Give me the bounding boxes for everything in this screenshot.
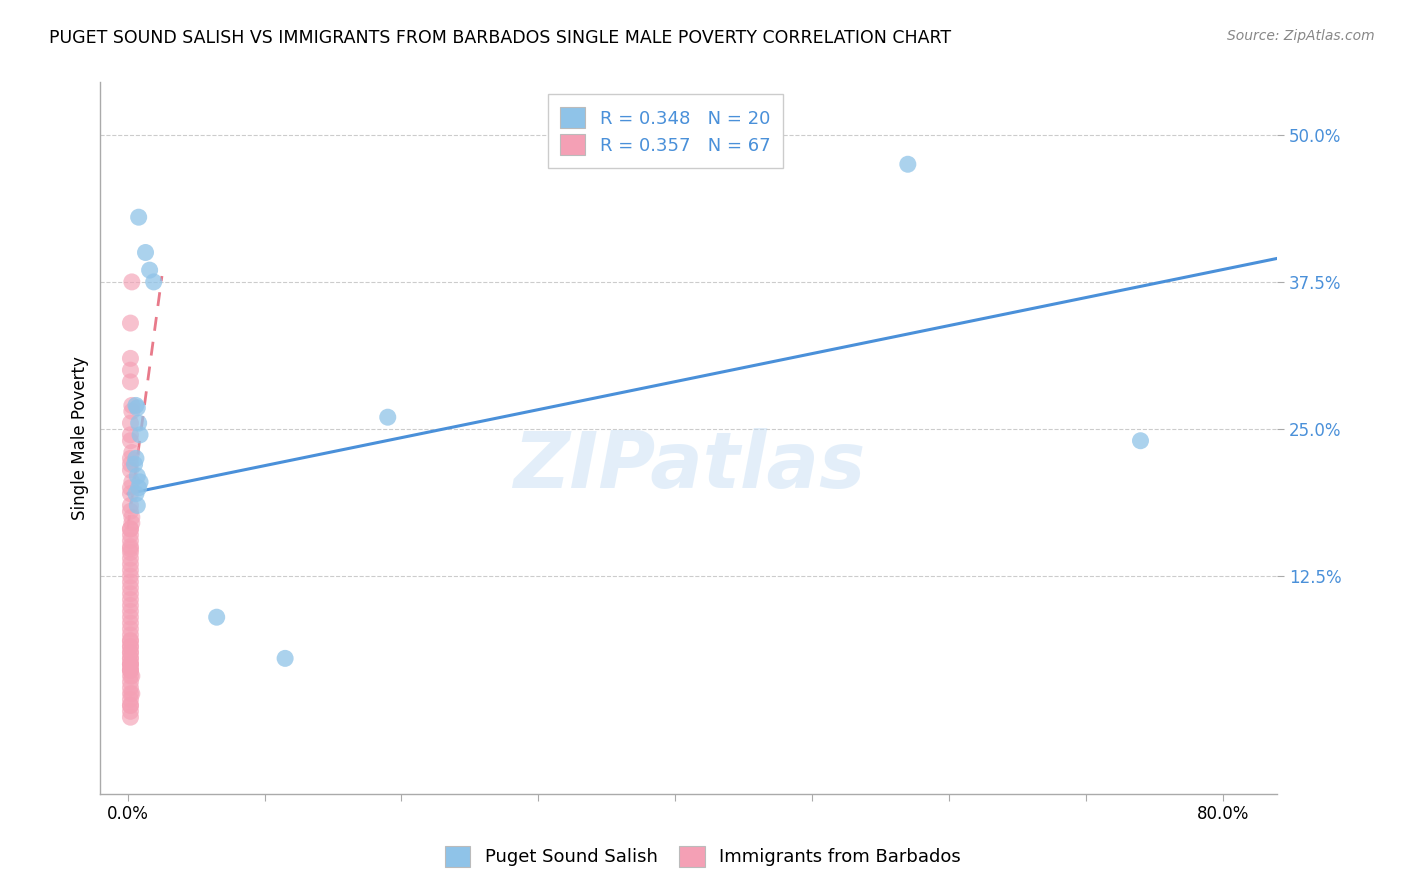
Point (129, 427, 152, 442)
Point (120, 499, 142, 513)
Point (120, 574, 142, 589)
Point (120, 533, 142, 548)
Point (127, 469, 149, 483)
Point (127, 499, 149, 513)
Text: PUGET SOUND SALISH VS IMMIGRANTS FROM BARBADOS SINGLE MALE POVERTY CORRELATION C: PUGET SOUND SALISH VS IMMIGRANTS FROM BA… (49, 29, 952, 46)
Point (1129, 434, 1152, 448)
Point (120, 522, 142, 536)
Text: Source: ZipAtlas.com: Source: ZipAtlas.com (1227, 29, 1375, 43)
Point (120, 657, 142, 672)
Point (124, 457, 146, 471)
Point (121, 510, 143, 524)
Point (128, 210, 150, 224)
Point (120, 704, 142, 718)
Point (120, 540, 142, 554)
Point (120, 528, 142, 542)
Point (125, 486, 148, 500)
Point (120, 681, 142, 695)
Point (120, 663, 142, 677)
Point (120, 451, 142, 466)
Point (120, 645, 142, 659)
Point (128, 416, 150, 430)
Point (120, 640, 142, 654)
Point (120, 587, 142, 601)
Point (120, 599, 142, 613)
Point (120, 504, 142, 518)
Point (121, 669, 143, 683)
Point (120, 316, 142, 330)
Point (121, 516, 143, 530)
Point (120, 363, 142, 377)
Point (120, 687, 142, 701)
Point (120, 663, 142, 677)
Point (120, 434, 142, 448)
Point (120, 645, 142, 659)
Point (120, 563, 142, 577)
Point (120, 657, 142, 672)
Point (120, 622, 142, 636)
Legend: R = 0.348   N = 20, R = 0.357   N = 67: R = 0.348 N = 20, R = 0.357 N = 67 (547, 95, 783, 168)
Point (120, 633, 142, 648)
Point (121, 445, 143, 459)
Point (129, 475, 152, 489)
Point (120, 375, 142, 389)
Point (120, 633, 142, 648)
Point (120, 351, 142, 366)
Point (125, 451, 148, 466)
Point (120, 581, 142, 595)
Point (127, 401, 149, 415)
Point (121, 687, 143, 701)
Point (205, 610, 228, 624)
Point (120, 545, 142, 559)
Point (120, 457, 142, 471)
Point (120, 541, 142, 556)
Point (128, 481, 150, 495)
Point (897, 157, 920, 171)
Point (120, 692, 142, 706)
Point (120, 610, 142, 624)
Point (120, 640, 142, 654)
Point (120, 616, 142, 631)
Point (120, 651, 142, 665)
Point (274, 651, 297, 665)
Point (120, 651, 142, 665)
Point (120, 663, 142, 677)
Point (120, 628, 142, 642)
Point (120, 698, 142, 713)
Legend: Puget Sound Salish, Immigrants from Barbados: Puget Sound Salish, Immigrants from Barb… (436, 837, 970, 876)
Point (121, 404, 143, 418)
Point (120, 427, 142, 442)
Y-axis label: Single Male Poverty: Single Male Poverty (72, 356, 89, 520)
Point (120, 710, 142, 724)
Point (120, 604, 142, 618)
Point (377, 410, 399, 425)
Point (120, 486, 142, 500)
Point (120, 463, 142, 477)
Point (121, 475, 143, 489)
Point (120, 674, 142, 689)
Point (120, 522, 142, 536)
Text: ZIPatlas: ZIPatlas (513, 428, 865, 504)
Point (120, 657, 142, 672)
Point (134, 245, 156, 260)
Point (120, 416, 142, 430)
Point (120, 698, 142, 713)
Point (120, 481, 142, 495)
Point (120, 569, 142, 583)
Point (138, 263, 160, 277)
Point (125, 399, 148, 413)
Point (121, 275, 143, 289)
Point (120, 551, 142, 566)
Point (121, 399, 143, 413)
Point (120, 592, 142, 607)
Point (142, 275, 165, 289)
Point (120, 669, 142, 683)
Point (120, 558, 142, 572)
